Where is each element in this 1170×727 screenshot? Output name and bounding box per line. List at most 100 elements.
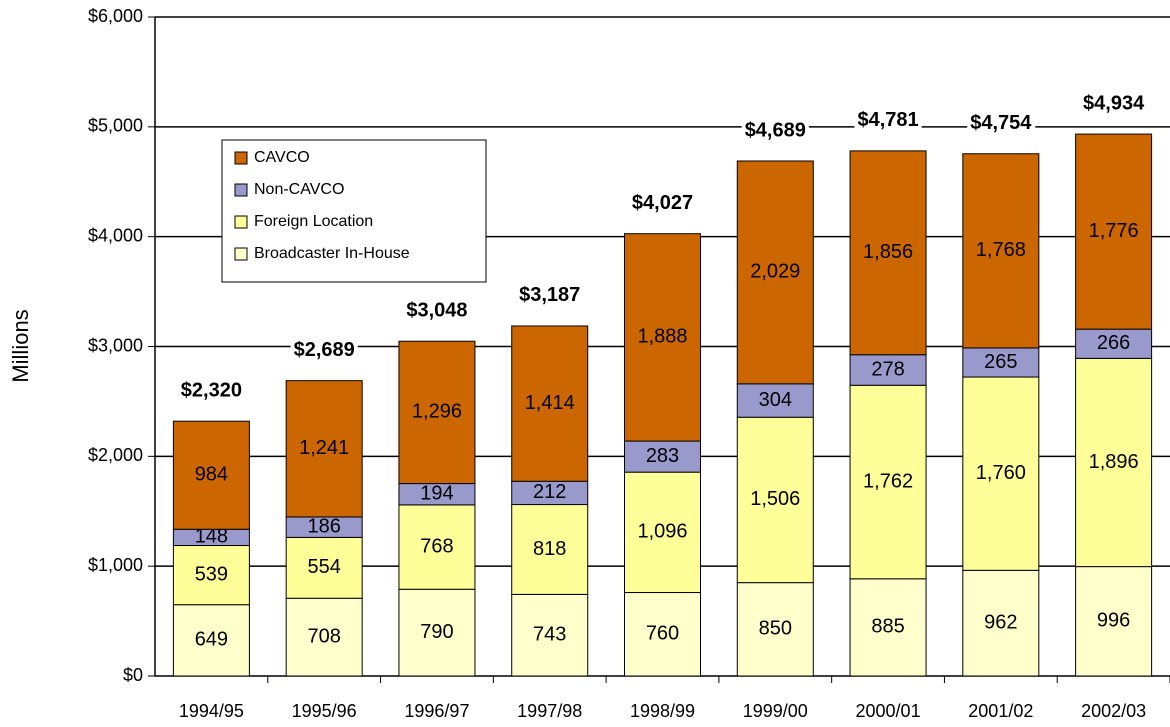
data-label: 996 xyxy=(1097,610,1130,632)
bar-segment xyxy=(511,325,589,482)
bar-segment xyxy=(962,376,1040,571)
legend-swatch xyxy=(234,215,248,229)
x-tick-label: 1994/95 xyxy=(179,701,244,721)
total-label-bg xyxy=(177,377,245,404)
total-label-bg xyxy=(290,336,358,363)
bar-segment xyxy=(624,592,701,677)
bar-segment xyxy=(849,354,927,386)
bar-segment xyxy=(172,545,250,606)
data-label: 1,241 xyxy=(299,437,349,459)
bar-segment xyxy=(624,471,701,594)
data-label: 760 xyxy=(646,623,679,645)
bar-segment xyxy=(511,593,589,677)
total-label-bg xyxy=(741,117,809,144)
data-label: 212 xyxy=(533,481,566,503)
data-label: 708 xyxy=(307,625,340,647)
y-axis-label: Millions xyxy=(8,309,33,382)
legend-label: Broadcaster In-House xyxy=(254,245,410,262)
data-label: 984 xyxy=(195,464,228,486)
data-label: 1,760 xyxy=(976,462,1026,484)
total-label-bg xyxy=(628,189,697,216)
bar-segment xyxy=(511,504,589,595)
bar-segment xyxy=(398,588,476,677)
data-label: 1,296 xyxy=(412,401,462,423)
total-label-bg xyxy=(967,110,1036,137)
bar-segment xyxy=(172,604,250,677)
bar-segment xyxy=(1075,133,1153,330)
data-label: 1,096 xyxy=(637,521,687,543)
data-label: 194 xyxy=(420,483,453,505)
data-label: 283 xyxy=(646,445,679,467)
bar-segment xyxy=(1075,357,1153,568)
y-tick-label: $4,000 xyxy=(88,225,143,245)
bar-segment xyxy=(398,340,476,485)
data-label: 885 xyxy=(871,616,904,638)
legend-label: Non-CAVCO xyxy=(254,181,344,198)
data-label: 1,762 xyxy=(863,470,913,492)
bar-segment xyxy=(172,420,250,530)
x-tick-label: 2002/03 xyxy=(1081,701,1146,721)
data-label: 304 xyxy=(759,389,792,411)
bar-segment xyxy=(736,582,814,677)
total-label: $2,689 xyxy=(294,339,355,361)
data-label: 790 xyxy=(420,621,453,643)
x-tick-label: 2000/01 xyxy=(856,701,921,721)
bar-segment xyxy=(624,440,701,473)
total-label: $4,781 xyxy=(857,109,918,131)
x-tick-label: 1998/99 xyxy=(630,701,695,721)
legend-box xyxy=(221,139,487,283)
data-label: 266 xyxy=(1097,332,1130,354)
y-tick-label: $2,000 xyxy=(88,445,143,465)
legend-swatch xyxy=(234,183,248,197)
x-tick-label: 1997/98 xyxy=(517,701,582,721)
data-label: 1,768 xyxy=(976,239,1026,261)
bar-segment xyxy=(398,504,476,590)
bar-segment xyxy=(1075,328,1153,359)
data-label: 962 xyxy=(984,611,1017,633)
total-label-bg xyxy=(1080,90,1149,117)
bar-segment xyxy=(285,597,363,677)
x-tick-label: 2001/02 xyxy=(968,701,1033,721)
data-label: 743 xyxy=(533,623,566,645)
total-label: $2,320 xyxy=(181,379,242,401)
data-label: 539 xyxy=(195,563,228,585)
data-label: 768 xyxy=(420,535,453,557)
total-label-bg xyxy=(854,107,922,134)
x-tick-label: 1996/97 xyxy=(404,701,469,721)
data-label: 1,888 xyxy=(637,326,687,348)
y-tick-label: $6,000 xyxy=(88,6,143,26)
total-label: $3,187 xyxy=(519,284,580,306)
total-label: $4,754 xyxy=(970,112,1032,134)
bar-segment xyxy=(849,578,927,677)
total-label: $4,934 xyxy=(1083,92,1145,114)
total-label: $3,048 xyxy=(406,300,467,322)
total-label-bg xyxy=(403,297,471,324)
data-label: 1,896 xyxy=(1089,451,1139,473)
x-tick-label: 1995/96 xyxy=(292,701,357,721)
data-label: 1,506 xyxy=(750,488,800,510)
data-label: 554 xyxy=(307,556,340,578)
bar-segment xyxy=(624,233,701,442)
data-label: 186 xyxy=(307,515,340,537)
legend-label: CAVCO xyxy=(254,149,310,166)
y-tick-label: $5,000 xyxy=(88,116,143,136)
y-tick-label: $1,000 xyxy=(88,555,143,575)
total-label-bg xyxy=(516,282,584,309)
y-tick-label: $0 xyxy=(123,665,143,685)
bar-segment xyxy=(962,153,1040,349)
data-label: 1,414 xyxy=(525,392,575,414)
data-label: 850 xyxy=(759,618,792,640)
legend-swatch xyxy=(234,247,248,261)
data-label: 1,856 xyxy=(863,241,913,263)
bar-segment xyxy=(736,416,814,584)
y-tick-label: $3,000 xyxy=(88,335,143,355)
legend-swatch xyxy=(234,151,248,165)
bar-segment xyxy=(849,150,927,356)
data-label: 148 xyxy=(195,526,228,548)
data-label: 818 xyxy=(533,538,566,560)
data-label: 1,776 xyxy=(1089,220,1139,242)
data-label: 2,029 xyxy=(750,261,800,283)
legend-label: Foreign Location xyxy=(254,213,373,230)
bar-segment xyxy=(285,380,363,518)
